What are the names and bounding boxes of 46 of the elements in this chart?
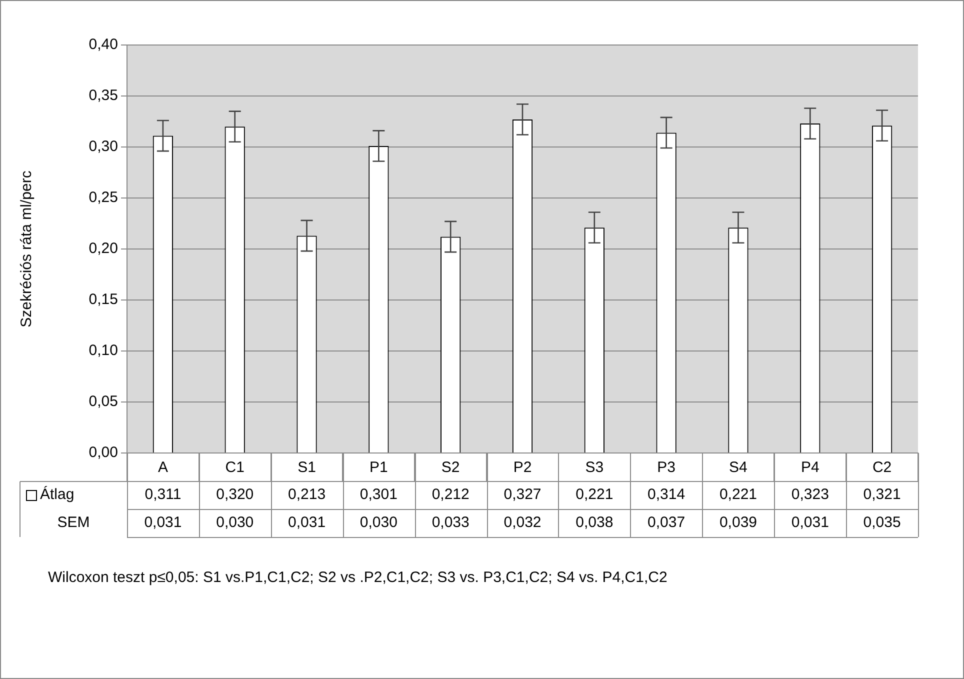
x-tick-label: P2 <box>513 459 532 476</box>
data-label: 0,320 <box>216 486 254 504</box>
y-tick-label: 0,25 <box>88 189 118 206</box>
x-tick-label: C1 <box>225 459 244 476</box>
data-label: 0,321 <box>863 486 901 504</box>
text: 0,037 <box>648 514 686 532</box>
y-tick-label: 0,35 <box>88 87 118 104</box>
legend-label: Átlag <box>40 485 74 504</box>
x-tick-label: P3 <box>657 459 676 476</box>
y-tick-label: 0,05 <box>88 393 118 410</box>
y-tick-label: 0,15 <box>88 291 118 308</box>
data-label: 0,327 <box>504 486 542 504</box>
text: Wilcoxon teszt p≤0,05: S1 vs.P1,C1,C2; S2 vs .P2,C1,C2; S3 vs. P3,C1,C2; S4 vs. P4,C1,C2 <box>48 569 668 586</box>
text: 0,031 <box>144 514 182 532</box>
text: 0,032 <box>504 514 542 532</box>
y-tick-label: 0,00 <box>88 444 118 462</box>
text: 0,030 <box>360 514 398 532</box>
x-tick-label: C2 <box>872 459 892 476</box>
y-tick-label: 0,40 <box>88 36 118 54</box>
y-tick-label: 0,30 <box>88 138 118 156</box>
x-tick-label: P4 <box>800 459 820 476</box>
text: 0,031 <box>288 514 326 532</box>
data-label: 0,213 <box>288 486 326 504</box>
x-tick-label: S2 <box>441 459 460 476</box>
data-label: 0,221 <box>576 486 614 504</box>
x-tick-label: S4 <box>729 459 748 476</box>
data-label: 0,311 <box>144 486 182 504</box>
x-tick-label: S1 <box>298 459 316 476</box>
data-label: 0,221 <box>719 486 757 504</box>
x-tick-label: S3 <box>585 459 604 476</box>
text: 0,039 <box>719 514 757 532</box>
text: 0,038 <box>576 514 614 532</box>
x-tick-label: P1 <box>370 459 388 476</box>
data-label: 0,212 <box>432 486 470 504</box>
y-tick-label: 0,20 <box>88 240 118 258</box>
text: 0,030 <box>216 514 254 532</box>
text: 0,033 <box>432 514 470 532</box>
data-label: 0,301 <box>360 486 398 504</box>
x-tick-label: A <box>158 459 168 476</box>
text: 0,035 <box>863 514 901 532</box>
y-axis-title: Szekréciós ráta ml/perc <box>18 170 36 328</box>
text: SEM <box>57 514 90 532</box>
text: 0,031 <box>791 514 829 532</box>
data-label: 0,323 <box>791 486 829 504</box>
data-label: 0,314 <box>648 486 686 504</box>
y-tick-label: 0,10 <box>88 342 118 360</box>
